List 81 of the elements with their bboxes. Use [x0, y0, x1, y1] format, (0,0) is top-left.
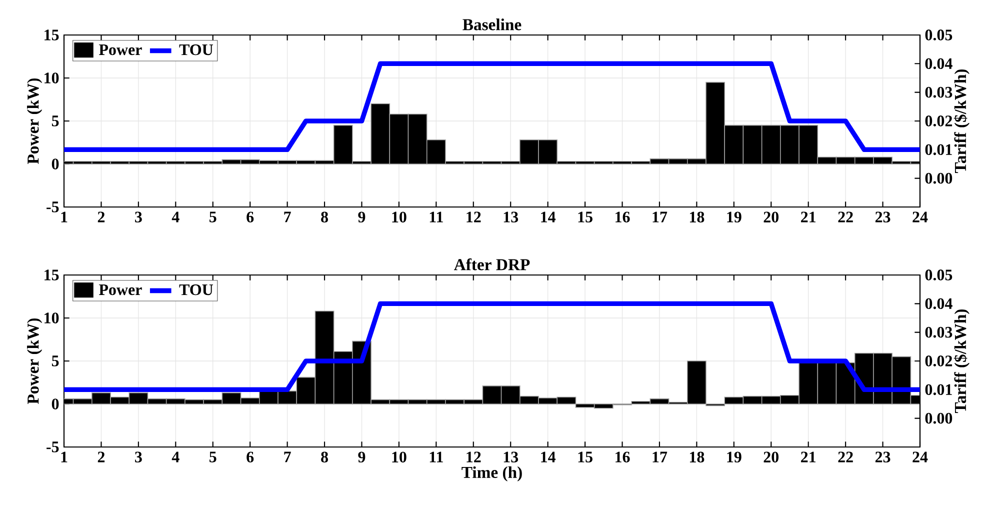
chart-title: Baseline — [462, 18, 522, 30]
x-tick-label: 7 — [284, 452, 291, 462]
x-tick-label: 4 — [172, 452, 180, 462]
y2-tick-label: 0.02 — [925, 116, 952, 126]
y2-tick-label: 0.01 — [925, 144, 952, 156]
x-tick-label: 13 — [504, 212, 518, 222]
x-tick-label: 18 — [690, 212, 704, 222]
y2-tick-label: 0.03 — [925, 86, 952, 98]
x-tick-label: 15 — [578, 452, 592, 462]
y2-tick-label: 0.04 — [925, 58, 952, 70]
x-tick-label: 15 — [578, 212, 592, 222]
x-axis-title: Time (h) — [462, 466, 522, 482]
y-tick-label: 0 — [52, 398, 59, 410]
x-tick-label: 11 — [430, 212, 443, 222]
x-tick-label: 2 — [98, 212, 105, 222]
x-tick-label: 23 — [875, 212, 890, 222]
y-tick-label: 15 — [44, 270, 59, 280]
x-tick-label: 19 — [727, 212, 742, 222]
x-tick-label: 16 — [616, 212, 630, 222]
x-tick-label: 10 — [392, 452, 406, 462]
x-tick-label: 1 — [61, 212, 68, 222]
y2-tick-label: 0.02 — [925, 356, 952, 366]
x-tick-label: 7 — [284, 212, 291, 222]
x-tick-label: 17 — [652, 212, 668, 222]
y-axis-title: Power (kW) — [27, 78, 42, 164]
y2-axis-title: Tariff ($/kWh) — [954, 69, 970, 173]
x-tick-label: 5 — [210, 212, 216, 222]
x-tick-label: 16 — [616, 452, 630, 462]
x-tick-label: 18 — [690, 452, 704, 462]
x-tick-label: 12 — [466, 212, 481, 222]
y-axis-title: Power (kW) — [27, 318, 42, 404]
x-tick-label: 10 — [392, 212, 406, 222]
x-tick-label: 6 — [246, 212, 254, 222]
x-tick-label: 13 — [504, 452, 518, 462]
x-tick-label: 24 — [912, 212, 928, 222]
x-tick-label: 17 — [652, 452, 668, 462]
y-tick-label: 10 — [44, 312, 59, 324]
y2-tick-label: 0.01 — [925, 384, 952, 396]
x-tick-label: 21 — [801, 452, 816, 462]
legend-label: TOU — [179, 284, 214, 296]
y-tick-label: 10 — [44, 72, 59, 84]
x-tick-label: 19 — [727, 452, 742, 462]
legend-label: Power — [98, 284, 142, 296]
y-tick-label: -5 — [46, 202, 59, 212]
y2-tick-label: 0.05 — [925, 30, 952, 40]
legend-label: TOU — [179, 44, 214, 56]
x-tick-label: 8 — [321, 452, 328, 462]
x-tick-label: 6 — [246, 452, 254, 462]
x-tick-label: 2 — [98, 452, 105, 462]
x-tick-label: 14 — [541, 212, 556, 222]
x-tick-label: 3 — [135, 452, 142, 462]
y-tick-label: 5 — [52, 356, 59, 366]
x-tick-label: 1 — [61, 452, 68, 462]
y2-tick-label: 0.00 — [925, 412, 952, 424]
x-tick-label: 3 — [135, 212, 142, 222]
x-tick-label: 8 — [321, 212, 328, 222]
x-tick-label: 22 — [838, 212, 853, 222]
legend-label: Power — [98, 44, 142, 56]
y-tick-label: 0 — [52, 158, 59, 170]
x-tick-label: 20 — [764, 452, 779, 462]
y2-tick-label: 0.00 — [925, 172, 952, 184]
x-tick-label: 21 — [801, 212, 816, 222]
y2-axis-title: Tariff ($/kWh) — [954, 309, 970, 413]
x-tick-label: 11 — [430, 452, 443, 462]
x-tick-label: 12 — [466, 452, 481, 462]
x-tick-label: 24 — [912, 452, 928, 462]
x-tick-label: 20 — [764, 212, 779, 222]
y-tick-label: 5 — [52, 116, 59, 126]
y-tick-label: -5 — [46, 442, 59, 452]
x-tick-label: 14 — [541, 452, 556, 462]
x-tick-label: 4 — [172, 212, 180, 222]
x-tick-label: 22 — [838, 452, 853, 462]
y2-tick-label: 0.04 — [925, 298, 952, 310]
y2-tick-label: 0.03 — [925, 326, 952, 338]
chart-title: After DRP — [454, 258, 530, 270]
x-tick-label: 9 — [358, 452, 366, 462]
y-tick-label: 15 — [44, 30, 59, 40]
y2-tick-label: 0.05 — [925, 270, 952, 280]
x-tick-label: 9 — [358, 212, 366, 222]
x-tick-label: 5 — [210, 452, 216, 462]
x-tick-label: 23 — [875, 452, 890, 462]
